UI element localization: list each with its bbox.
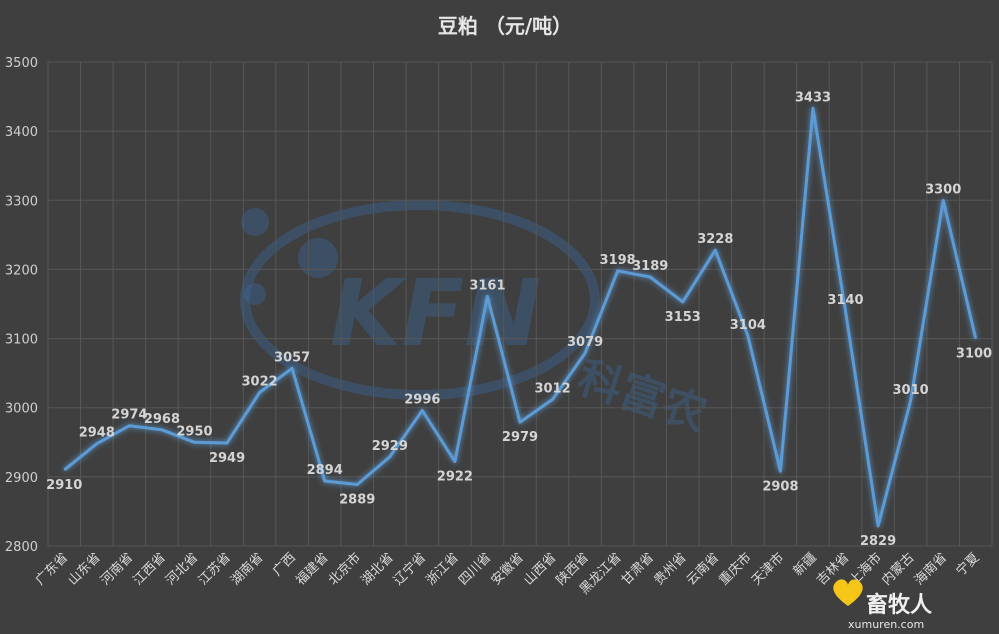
- x-tick-label: 广东省: [33, 550, 71, 588]
- data-label: 2996: [404, 392, 440, 407]
- data-label: 3057: [274, 350, 310, 365]
- data-label: 3104: [730, 318, 766, 333]
- x-tick-label: 内蒙古: [879, 550, 918, 589]
- x-tick-label: 贵州省: [651, 550, 689, 588]
- data-label: 2922: [437, 470, 473, 485]
- x-tick-label: 河南省: [97, 550, 136, 589]
- y-tick-label: 3500: [5, 56, 38, 71]
- data-label: 3433: [795, 90, 831, 105]
- x-tick-label: 山东省: [65, 550, 103, 588]
- y-tick-label: 3200: [5, 263, 38, 278]
- data-label: 3228: [697, 232, 733, 247]
- data-label: 2829: [860, 534, 896, 549]
- data-label: 2929: [372, 439, 408, 454]
- x-tick-label: 山西省: [521, 550, 559, 588]
- data-label: 3079: [567, 335, 603, 350]
- data-label: 3100: [956, 347, 992, 362]
- x-tick-label: 云南省: [683, 550, 722, 589]
- data-label: 3010: [893, 383, 929, 398]
- data-label: 2889: [339, 492, 375, 507]
- data-label: 2968: [144, 412, 180, 427]
- data-label: 2948: [79, 426, 115, 441]
- x-tick-label: 甘肃省: [619, 550, 657, 588]
- x-tick-label: 湖南省: [228, 550, 267, 589]
- x-tick-label: 宁夏: [953, 550, 983, 580]
- x-tick-label: 天津市: [748, 550, 787, 589]
- data-label: 2894: [307, 463, 343, 478]
- data-label: 3012: [534, 381, 570, 396]
- y-tick-label: 2900: [5, 471, 38, 486]
- x-tick-label: 重庆市: [716, 550, 755, 589]
- y-tick-label: 3000: [5, 402, 38, 417]
- data-label: 2910: [46, 478, 82, 493]
- y-axis: 2800 2900 3000 3100 3200 3300 3400 3500: [5, 56, 38, 555]
- x-tick-label: 北京市: [325, 550, 364, 589]
- data-label: 2950: [176, 424, 212, 439]
- data-label: 3189: [632, 259, 668, 274]
- kfn-watermark: KFN 科富农: [240, 200, 713, 441]
- x-tick-label: 河北省: [163, 550, 201, 588]
- data-label: 3198: [600, 253, 636, 268]
- chart-title: 豆粕 （元/吨）: [438, 14, 572, 38]
- data-label: 3022: [241, 375, 277, 390]
- x-tick-label: 江西省: [131, 550, 169, 588]
- logo-text: 畜牧人: [866, 592, 932, 618]
- logo-url: xumuren.com: [848, 618, 924, 631]
- x-tick-label: 广西: [270, 550, 299, 579]
- x-tick-label: 四川省: [456, 550, 494, 588]
- data-label: 2979: [502, 430, 538, 445]
- data-label: 2908: [762, 479, 798, 494]
- x-tick-label: 浙江省: [424, 550, 462, 588]
- series-line: [63, 106, 978, 528]
- x-tick-label: 海南省: [911, 550, 950, 589]
- x-tick-label: 江苏省: [195, 550, 234, 589]
- watermark-subtext: 科富农: [572, 352, 713, 441]
- data-label: 2974: [111, 408, 147, 423]
- y-tick-label: 3400: [5, 125, 38, 140]
- data-label: 2949: [209, 451, 245, 466]
- data-label: 3300: [925, 182, 961, 197]
- y-tick-label: 2800: [5, 540, 38, 555]
- heart-icon: [833, 579, 863, 606]
- y-tick-label: 3100: [5, 333, 38, 348]
- data-label: 3161: [469, 278, 505, 293]
- x-tick-label: 新疆: [790, 550, 820, 580]
- x-tick-label: 辽宁省: [390, 550, 429, 589]
- watermark-text: KFN: [330, 260, 541, 367]
- x-tick-label: 安徽省: [489, 550, 527, 588]
- data-label: 3153: [665, 310, 701, 325]
- x-tick-label: 福建省: [293, 550, 331, 588]
- y-tick-label: 3300: [5, 194, 38, 209]
- data-label: 3140: [827, 293, 863, 308]
- x-tick-label: 湖北省: [358, 550, 396, 588]
- xumuren-logo: 畜牧人 xumuren.com: [833, 579, 932, 631]
